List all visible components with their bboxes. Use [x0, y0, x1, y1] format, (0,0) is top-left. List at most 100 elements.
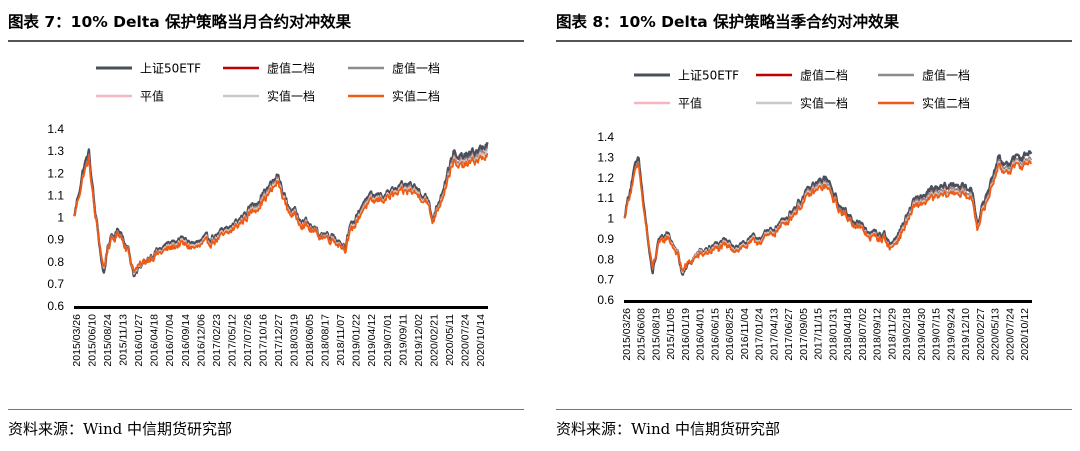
x-tick-label: 2016/11/04: [739, 308, 751, 360]
x-tick-label: 2016/12/06: [195, 314, 207, 367]
x-tick-label: 2015/06/10: [87, 314, 99, 367]
series-line: [623, 156, 1032, 274]
x-tick-label: 2020/07/24: [1004, 308, 1016, 361]
series-line: [623, 158, 1032, 274]
x-tick-label: 2015/03/26: [621, 308, 633, 361]
x-tick-label: 2017/11/15: [813, 308, 825, 360]
legend-label: 平值: [140, 89, 164, 104]
x-tick-label: 2020/07/24: [459, 314, 471, 367]
x-tick-label: 2020/10/14: [475, 314, 487, 367]
x-tick-label: 2018/06/05: [304, 314, 316, 367]
figure-7-title: 图表 7：10% Delta 保护策略当月合约对冲效果: [8, 13, 352, 31]
x-tick-label: 2020/05/11: [444, 314, 456, 366]
legend-label: 虚值一档: [922, 68, 970, 83]
y-tick-label: 1.2: [47, 166, 64, 180]
x-tick-label: 2020/10/12: [1019, 308, 1031, 361]
x-tick-label: 2016/07/04: [164, 314, 176, 367]
x-tick-label: 2015/08/19: [650, 308, 662, 361]
y-tick-label: 0.7: [597, 273, 614, 287]
x-tick-label: 2017/07/26: [242, 314, 254, 367]
x-tick-label: 2020/02/27: [975, 308, 987, 361]
x-tick-label: 2019/07/15: [931, 308, 943, 361]
legend-label: 实值一档: [267, 89, 315, 104]
x-tick-label: 2015/08/24: [102, 314, 114, 367]
y-tick-label: 0.8: [597, 252, 614, 266]
y-tick-label: 1: [57, 211, 64, 225]
figure-7-bottom-rule: [8, 409, 524, 410]
x-tick-label: 2017/06/27: [783, 308, 795, 361]
x-tick-label: 2016/04/01: [695, 308, 707, 361]
figure-8-title: 图表 8：10% Delta 保护策略当季合约对冲效果: [556, 13, 900, 31]
legend-label: 实值二档: [922, 96, 970, 111]
x-tick-label: 2018/07/02: [857, 308, 869, 361]
series-line: [73, 148, 488, 275]
x-tick-label: 2016/01/19: [680, 308, 692, 361]
y-tick-label: 1.1: [597, 191, 614, 205]
series-line: [623, 158, 1032, 274]
x-tick-label: 2019/12/10: [960, 308, 972, 361]
x-tick-label: 2020/02/21: [428, 314, 440, 367]
x-tick-label: 2019/02/18: [901, 308, 913, 361]
x-tick-label: 2018/01/31: [827, 308, 839, 361]
y-tick-label: 0.6: [47, 299, 64, 313]
y-tick-label: 1: [607, 212, 614, 226]
x-tick-label: 2015/11/13: [118, 314, 130, 366]
x-tick-label: 2019/04/12: [366, 314, 378, 367]
x-tick-label: 2017/05/12: [226, 314, 238, 367]
legend-label: 虚值一档: [392, 61, 440, 76]
series-line: [73, 153, 489, 274]
x-tick-label: 2017/04/13: [768, 308, 780, 361]
x-tick-label: 2018/08/17: [320, 314, 332, 367]
x-tick-label: 2017/02/23: [211, 314, 223, 367]
y-tick-label: 1.2: [597, 171, 614, 185]
legend-label: 实值二档: [392, 89, 440, 104]
series-line: [73, 146, 488, 275]
figure-8-bottom-rule: [556, 409, 1072, 410]
y-tick-label: 0.6: [597, 293, 614, 307]
y-tick-label: 1.3: [597, 150, 614, 164]
y-tick-label: 1.1: [47, 188, 64, 202]
x-tick-label: 2016/04/18: [149, 314, 161, 367]
y-tick-label: 1.4: [597, 130, 614, 144]
x-tick-label: 2019/07/01: [382, 314, 394, 367]
series-line: [623, 160, 1033, 272]
x-tick-label: 2017/01/24: [754, 308, 766, 361]
x-tick-label: 2018/04/18: [842, 308, 854, 361]
x-tick-label: 2016/09/14: [180, 314, 192, 367]
figure-8-source: 资料来源：Wind 中信期货研究部: [556, 420, 780, 438]
x-tick-label: 2015/06/08: [636, 308, 648, 361]
y-tick-label: 0.9: [47, 233, 64, 247]
x-tick-label: 2019/01/22: [351, 314, 363, 367]
series-line: [73, 148, 488, 275]
series-line: [73, 146, 489, 275]
x-tick-label: 2017/10/16: [257, 314, 269, 367]
y-tick-label: 1.4: [47, 122, 64, 136]
x-tick-label: 2017/12/27: [273, 314, 285, 367]
x-tick-label: 2019/09/24: [945, 308, 957, 361]
x-tick-label: 2019/04/30: [916, 308, 928, 361]
figure-7-panel: 图表 7：10% Delta 保护策略当月合约对冲效果 上证50ETF 虚值二档 虚…: [8, 0, 528, 451]
x-tick-label: 2016/06/15: [709, 308, 721, 361]
x-tick-label: 2015/03/26: [71, 314, 83, 367]
legend-label: 上证50ETF: [140, 62, 201, 76]
x-tick-label: 2019/12/02: [413, 314, 425, 367]
legend-label: 虚值二档: [267, 61, 315, 76]
x-tick-label: 2016/08/25: [724, 308, 736, 361]
y-tick-label: 1.3: [47, 144, 64, 158]
y-tick-label: 0.9: [597, 232, 614, 246]
y-tick-label: 0.8: [47, 255, 64, 269]
figure-7-top-rule: [8, 40, 524, 42]
series-line: [72, 141, 489, 278]
figure-8-top-rule: [556, 40, 1072, 42]
x-tick-label: 2020/05/13: [990, 308, 1002, 361]
legend-label: 虚值二档: [800, 68, 848, 83]
legend-label: 上证50ETF: [678, 69, 739, 83]
legend-label: 实值一档: [800, 96, 848, 111]
legend-label: 平值: [678, 96, 702, 111]
figure-7-source: 资料来源：Wind 中信期货研究部: [8, 420, 232, 438]
x-tick-label: 2018/11/07: [335, 314, 347, 366]
y-tick-label: 0.7: [47, 277, 64, 291]
series-line: [623, 156, 1032, 274]
x-tick-label: 2016/01/27: [133, 314, 145, 367]
